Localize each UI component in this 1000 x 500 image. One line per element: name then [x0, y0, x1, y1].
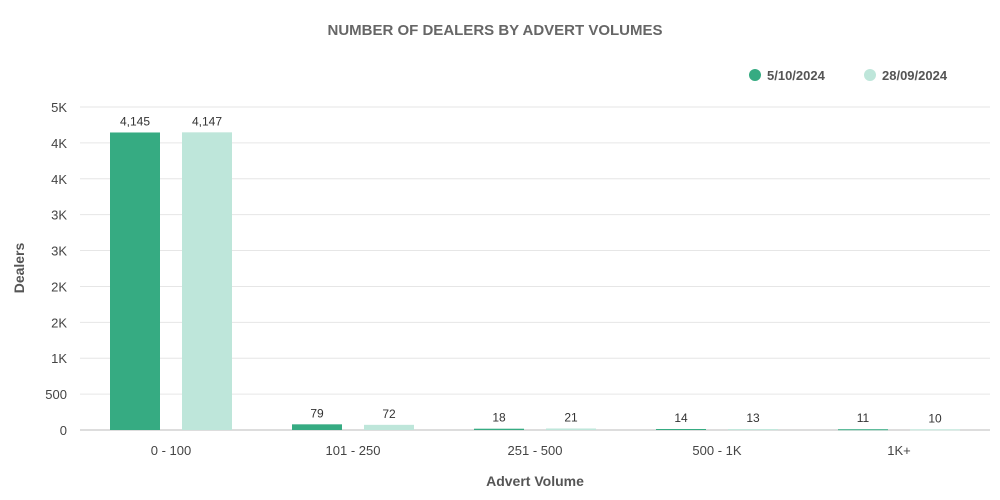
y-tick-label: 4K: [51, 172, 67, 187]
bar-series-1-4[interactable]: [656, 428, 706, 430]
chart-title: NUMBER OF DEALERS BY ADVERT VOLUMES: [327, 22, 662, 39]
legend-label-series-1: 5/10/2024: [767, 68, 826, 83]
data-label-series-1-2: 79: [310, 406, 324, 420]
y-tick-label: 2K: [51, 279, 67, 294]
x-tick-label: 1K+: [887, 443, 911, 458]
y-tick-label: 3K: [51, 208, 67, 223]
bar-series-2-3[interactable]: [546, 428, 596, 430]
y-tick-label: 1K: [51, 351, 67, 366]
legend-item-series-1[interactable]: 5/10/2024: [749, 68, 826, 83]
x-tick-label: 0 - 100: [151, 443, 191, 458]
y-tick-label: 0: [60, 423, 67, 438]
bar-series-2-4[interactable]: [728, 429, 778, 431]
legend-item-series-2[interactable]: 28/09/2024: [864, 68, 948, 83]
bar-series-2-2[interactable]: [364, 424, 414, 430]
bar-series-1-1[interactable]: [110, 132, 160, 430]
bars: [110, 132, 960, 431]
bar-series-1-2[interactable]: [292, 424, 342, 430]
data-label-series-1-5: 11: [857, 411, 870, 425]
bar-series-2-1[interactable]: [182, 132, 232, 430]
data-label-series-2-3: 21: [564, 410, 578, 424]
legend: 5/10/2024 28/09/2024: [749, 68, 948, 83]
data-label-series-2-4: 13: [746, 411, 760, 425]
y-tick-label: 2K: [51, 315, 67, 330]
data-labels: 4,145 4,147 79 72 18 21 14 13 11 10: [120, 114, 942, 425]
bar-series-2-5[interactable]: [910, 429, 960, 431]
data-label-series-1-1: 4,145: [120, 114, 150, 128]
y-tick-label: 4K: [51, 136, 67, 151]
data-label-series-2-2: 72: [382, 407, 396, 421]
bar-series-1-3[interactable]: [474, 428, 524, 430]
x-axis-label: Advert Volume: [486, 473, 584, 489]
data-label-series-2-1: 4,147: [192, 114, 222, 128]
y-tick-label: 3K: [51, 244, 67, 259]
y-axis-ticks: 0 500 1K 2K 2K 3K 3K 4K 4K 5K: [45, 100, 67, 438]
legend-swatch-series-2: [864, 69, 876, 81]
y-axis-label: Dealers: [11, 242, 27, 293]
x-axis-ticks: 0 - 100 101 - 250 251 - 500 500 - 1K 1K+: [151, 443, 911, 458]
x-tick-label: 251 - 500: [508, 443, 563, 458]
legend-label-series-2: 28/09/2024: [882, 68, 948, 83]
bar-series-1-5[interactable]: [838, 429, 888, 431]
legend-swatch-series-1: [749, 69, 761, 81]
x-tick-label: 500 - 1K: [692, 443, 741, 458]
y-tick-label: 5K: [51, 100, 67, 115]
data-label-series-1-3: 18: [492, 411, 506, 425]
data-label-series-1-4: 14: [674, 411, 688, 425]
x-tick-label: 101 - 250: [326, 443, 381, 458]
data-label-series-2-5: 10: [928, 411, 942, 425]
y-tick-label: 500: [45, 387, 67, 402]
